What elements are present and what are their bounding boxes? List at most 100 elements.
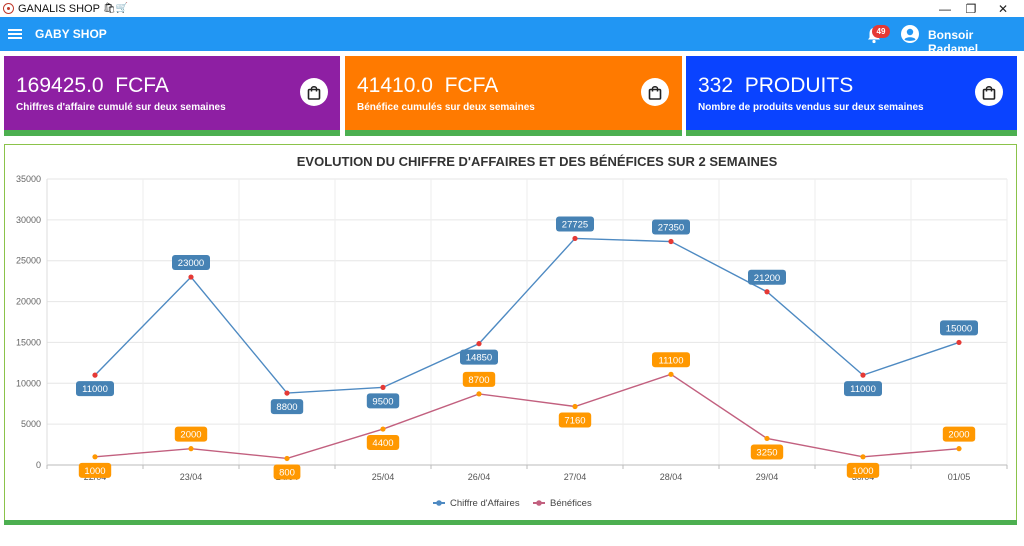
revenue-caption: Chiffres d'affaire cumulé sur deux semai…	[16, 102, 226, 113]
data-label-box	[844, 381, 882, 397]
hamburger-menu-icon[interactable]	[8, 29, 22, 39]
data-point	[860, 372, 866, 378]
y-tick-label: 25000	[16, 256, 41, 266]
x-tick-label: 28/04	[660, 472, 683, 482]
products-caption: Nombre de produits vendus sur deux semai…	[698, 102, 924, 113]
data-label: 8700	[468, 375, 489, 386]
legend-marker	[536, 500, 542, 506]
data-label-box	[76, 381, 114, 397]
data-point	[668, 371, 674, 377]
x-tick-label: 26/04	[468, 472, 491, 482]
data-label-box	[78, 462, 112, 478]
data-label: 27725	[562, 219, 588, 230]
data-point	[860, 454, 866, 460]
card-accent-strip	[4, 130, 340, 136]
profit-value: 41410.0 FCFA	[357, 74, 499, 97]
chart-panel: EVOLUTION DU CHIFFRE D'AFFAIRES ET DES B…	[4, 144, 1017, 521]
data-label-box	[748, 269, 786, 285]
data-label-box	[556, 216, 594, 232]
data-label-box	[366, 393, 400, 409]
data-label-box	[652, 219, 690, 235]
shopping-bag-icon[interactable]	[975, 78, 1003, 106]
data-point	[92, 372, 98, 378]
shopping-bag-icon[interactable]	[300, 78, 328, 106]
data-label-box	[270, 399, 304, 415]
y-tick-label: 5000	[21, 419, 41, 429]
data-label: 15000	[946, 323, 972, 334]
data-label-box	[942, 426, 976, 442]
revenue-value: 169425.0 FCFA	[16, 74, 169, 97]
revenue-card: 169425.0 FCFA Chiffres d'affaire cumulé …	[4, 56, 340, 136]
legend-label: Bénéfices	[550, 498, 592, 509]
user-greeting[interactable]: Bonsoir Radamel	[928, 28, 979, 56]
y-tick-label: 0	[36, 460, 41, 470]
window-titlebar: GANALIS SHOP 🛍🛒	[0, 0, 1024, 17]
data-point	[284, 455, 290, 462]
card-accent-strip	[686, 130, 1017, 136]
data-label-box	[846, 462, 880, 478]
data-label-box	[366, 435, 400, 451]
card-accent-strip	[345, 130, 682, 136]
user-avatar-icon[interactable]	[901, 25, 919, 43]
x-tick-label: 25/04	[372, 472, 395, 482]
y-tick-label: 35000	[16, 174, 41, 184]
data-label: 14850	[466, 353, 492, 364]
data-label: 21200	[754, 273, 780, 284]
window-title: GANALIS SHOP	[18, 2, 100, 15]
data-label-box	[940, 320, 978, 336]
chart-title: EVOLUTION DU CHIFFRE D'AFFAIRES ET DES B…	[297, 154, 778, 169]
data-label-box	[652, 352, 690, 368]
products-card: 332 PRODUITS Nombre de produits vendus s…	[686, 56, 1017, 136]
data-point	[476, 341, 482, 347]
data-label: 800	[279, 467, 295, 478]
data-point	[572, 235, 578, 242]
data-label-box	[174, 426, 208, 442]
y-tick-label: 20000	[16, 297, 41, 307]
data-point	[764, 435, 770, 442]
data-label: 2000	[180, 430, 201, 441]
data-label: 8800	[276, 402, 297, 413]
data-point	[92, 454, 98, 460]
shopping-bag-icon[interactable]	[641, 78, 669, 106]
legend-label: Chiffre d'Affaires	[450, 498, 520, 509]
x-tick-label: 29/04	[756, 472, 779, 482]
series-line-0	[94, 237, 960, 394]
data-label: 1000	[84, 466, 105, 477]
data-label: 4400	[372, 438, 393, 449]
data-point	[284, 390, 290, 396]
data-point	[956, 339, 962, 346]
minimize-button[interactable]: —	[939, 1, 951, 16]
data-label: 9500	[372, 396, 393, 407]
data-label: 27350	[658, 223, 684, 234]
data-label: 11100	[658, 355, 683, 366]
data-label: 7160	[564, 415, 585, 426]
data-label: 3250	[756, 447, 777, 458]
data-label-box	[462, 371, 496, 387]
y-tick-label: 15000	[16, 337, 41, 347]
data-label-box	[558, 412, 592, 428]
data-label-box	[273, 464, 301, 480]
close-button[interactable]: ✕	[997, 1, 1009, 16]
data-label: 11000	[850, 384, 876, 395]
data-label: 2000	[948, 430, 969, 441]
shopping-emoji-icon: 🛍🛒	[102, 3, 129, 14]
restore-button[interactable]: ❐	[965, 1, 977, 16]
profit-card: 41410.0 FCFA Bénéfice cumulés sur deux s…	[345, 56, 682, 136]
products-value: 332 PRODUITS	[698, 74, 854, 97]
data-label-box	[172, 255, 210, 271]
profit-caption: Bénéfice cumulés sur deux semaines	[357, 102, 535, 113]
data-point	[476, 391, 482, 397]
x-tick-label: 23/04	[180, 472, 203, 482]
data-label-box	[460, 349, 498, 365]
legend-marker	[436, 500, 442, 506]
shop-title: GABY SHOP	[35, 27, 107, 41]
data-point	[380, 384, 386, 390]
data-point	[572, 403, 578, 410]
data-point	[764, 289, 770, 295]
data-point	[956, 446, 962, 452]
notification-count-badge: 49	[872, 25, 890, 38]
y-tick-label: 30000	[16, 215, 41, 225]
x-tick-label: 01/05	[948, 472, 971, 482]
data-label: 1000	[852, 466, 873, 477]
y-tick-label: 10000	[16, 378, 41, 388]
